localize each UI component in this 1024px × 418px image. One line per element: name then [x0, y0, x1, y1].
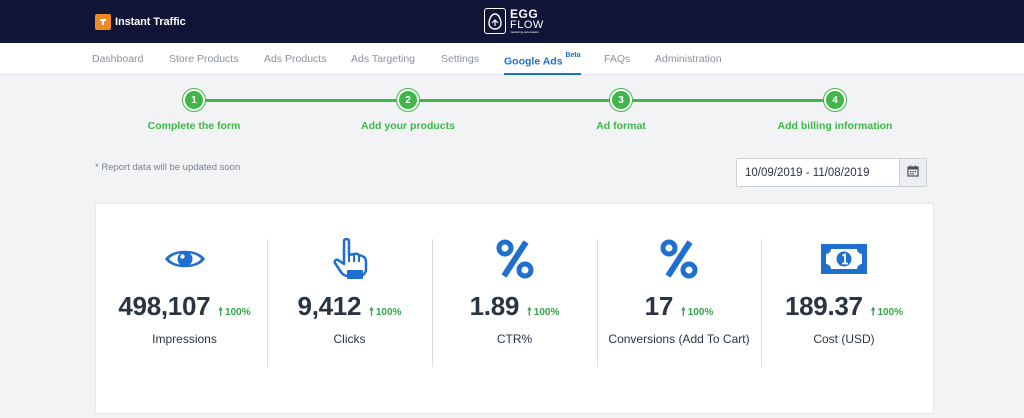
top-bar: Instant Traffic EGG FLOW marketing autom…	[0, 0, 1024, 43]
brand[interactable]: Instant Traffic	[95, 13, 186, 30]
stat-divider	[432, 239, 433, 367]
stepper-line	[194, 99, 835, 102]
percent-icon	[659, 239, 699, 284]
stats-card: 498,107 🠕 100% Impressions 9,412 🠕 100% Cl…	[95, 203, 934, 414]
brand-label: Instant Traffic	[115, 15, 186, 28]
step-1-dot[interactable]: 1	[183, 89, 205, 111]
stat-cost: 189.37 🠕 100% Cost (USD)	[761, 239, 927, 367]
egg-icon	[484, 8, 506, 34]
date-range-input[interactable]	[737, 159, 899, 186]
step-3-dot[interactable]: 3	[610, 89, 632, 111]
stat-value: 9,412	[297, 291, 362, 321]
stat-label: CTR%	[496, 332, 533, 346]
eye-icon	[163, 244, 207, 279]
stat-change: 🠕 100%	[527, 303, 559, 322]
tab-google-ads[interactable]: Google Ads Beta	[504, 43, 581, 75]
stat-value: 498,107	[118, 291, 211, 321]
stat-change: 🠕 100%	[218, 303, 250, 322]
tab-administration[interactable]: Administration	[655, 53, 722, 65]
stat-label: Clicks	[333, 332, 366, 346]
tab-ads-targeting[interactable]: Ads Targeting	[351, 53, 416, 65]
calendar-button[interactable]	[899, 159, 926, 186]
stat-impressions: 498,107 🠕 100% Impressions	[102, 239, 267, 367]
up-arrow-icon: 🠕	[527, 306, 532, 318]
up-arrow-icon: 🠕	[218, 306, 224, 318]
logo-line1: EGG	[510, 7, 539, 21]
logo-tagline: marketing automation	[510, 30, 539, 34]
stat-clicks: 9,412 🠕 100% Clicks	[267, 237, 432, 367]
stat-label: Cost (USD)	[813, 332, 875, 346]
stat-label: Impressions	[152, 332, 217, 346]
banknote-icon	[820, 243, 868, 280]
up-arrow-icon: 🠕	[369, 306, 374, 318]
main-nav: Dashboard Store Products Ads Products Ad…	[0, 43, 1024, 75]
beta-badge: Beta	[565, 52, 581, 59]
eggflow-logo[interactable]: EGG FLOW marketing automation	[484, 5, 544, 37]
step-2-dot[interactable]: 2	[397, 89, 419, 111]
tab-dashboard[interactable]: Dashboard	[92, 53, 144, 65]
logo-line2: FLOW	[510, 19, 544, 31]
stat-change: 🠕 100%	[681, 303, 713, 322]
step-2-label[interactable]: Add your products	[361, 120, 455, 132]
up-arrow-icon: 🠕	[681, 306, 686, 318]
tab-store-products[interactable]: Store Products	[169, 53, 239, 65]
step-1-label[interactable]: Complete the form	[147, 120, 241, 132]
stat-value: 1.89	[469, 291, 520, 321]
tab-ads-products[interactable]: Ads Products	[264, 53, 327, 65]
step-4-label[interactable]: Add billing information	[777, 120, 893, 132]
step-4-dot[interactable]: 4	[824, 89, 846, 111]
up-arrow-icon: 🠕	[870, 306, 876, 318]
pointer-hand-icon	[330, 237, 370, 286]
stat-divider	[761, 239, 762, 367]
report-note: * Report data will be updated soon	[95, 162, 241, 173]
stat-divider	[267, 239, 268, 367]
progress-stepper: 1 2 3 4 Complete the form Add your produ…	[0, 88, 1024, 138]
stat-change: 🠕 100%	[369, 303, 401, 322]
step-3-label[interactable]: Ad format	[596, 120, 646, 132]
stat-label: Conversions (Add To Cart)	[608, 332, 750, 346]
tab-faqs[interactable]: FAQs	[604, 53, 631, 65]
stat-conversions: 17 🠕 100% Conversions (Add To Cart)	[597, 239, 761, 367]
stat-value: 189.37	[784, 291, 863, 321]
calendar-icon	[907, 164, 919, 182]
instant-traffic-logo-icon	[95, 13, 111, 30]
stat-ctr: 1.89 🠕 100% CTR%	[432, 239, 597, 367]
stat-change: 🠕 100%	[871, 303, 903, 322]
tab-settings[interactable]: Settings	[441, 53, 479, 65]
date-range-picker	[736, 158, 927, 187]
percent-icon	[495, 239, 535, 284]
stat-value: 17	[644, 291, 674, 321]
stat-divider	[597, 239, 598, 367]
